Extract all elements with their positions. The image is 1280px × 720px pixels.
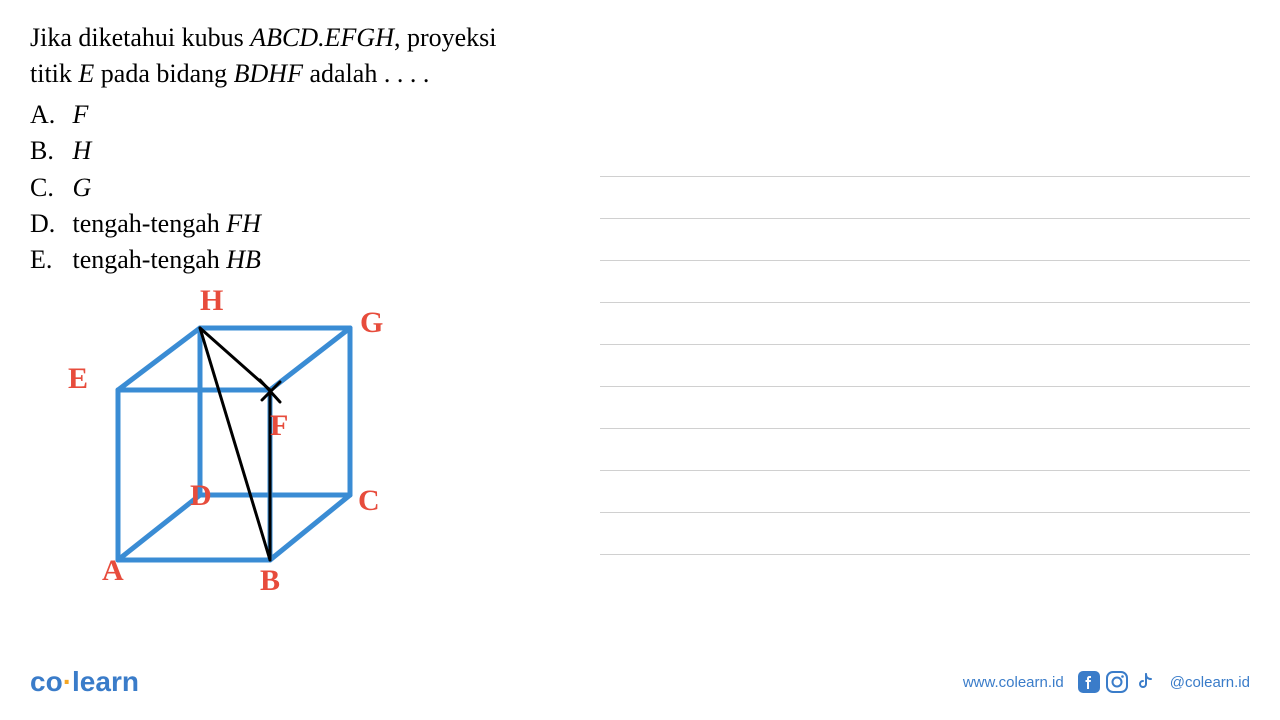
ruled-line [600, 387, 1250, 429]
q-line2-p1: titik [30, 59, 78, 88]
colearn-logo: co·learn [30, 666, 139, 698]
ruled-line [600, 135, 1250, 177]
option-text: H [73, 136, 92, 165]
option-letter: B. [30, 133, 66, 169]
ruled-line [600, 303, 1250, 345]
option-letter: A. [30, 97, 66, 133]
footer-url: www.colearn.id [963, 674, 1064, 691]
ruled-line [600, 345, 1250, 387]
cube-diagram: A B C D E F G H [60, 260, 440, 600]
ruled-line [600, 429, 1250, 471]
footer: co·learn www.colearn.id @colearn.id [0, 666, 1280, 698]
q-line1-i1: ABCD.EFGH [250, 23, 394, 52]
question-text: Jika diketahui kubus ABCD.EFGH, proyeksi… [30, 20, 1250, 93]
tiktok-icon [1134, 671, 1156, 693]
svg-text:D: D [190, 479, 212, 512]
option-prefix: tengah-tengah [73, 209, 227, 238]
svg-text:H: H [200, 284, 223, 317]
option-letter: D. [30, 206, 66, 242]
option-a: A. F [30, 97, 1250, 133]
q-line1-p2: , proyeksi [394, 23, 497, 52]
ruled-line [600, 513, 1250, 555]
footer-right: www.colearn.id @colearn.id [963, 671, 1250, 693]
instagram-icon [1106, 671, 1128, 693]
ruled-line [600, 219, 1250, 261]
option-text: G [73, 173, 92, 202]
svg-text:G: G [360, 306, 383, 339]
option-letter: C. [30, 170, 66, 206]
svg-text:F: F [270, 409, 288, 442]
facebook-icon [1078, 671, 1100, 693]
logo-dot: · [63, 666, 72, 697]
logo-co: co [30, 666, 63, 697]
option-text: FH [226, 209, 261, 238]
svg-text:B: B [260, 564, 280, 597]
logo-learn: learn [72, 666, 139, 697]
q-line2-i2: BDHF [234, 59, 303, 88]
ruled-line [600, 471, 1250, 513]
svg-text:E: E [68, 362, 88, 395]
footer-handle: @colearn.id [1170, 674, 1250, 691]
svg-text:A: A [102, 554, 124, 587]
social-icons [1078, 671, 1156, 693]
q-line2-p3: adalah . . . . [303, 59, 429, 88]
q-line2-p2: pada bidang [94, 59, 233, 88]
q-line2-i1: E [78, 59, 94, 88]
ruled-line [600, 177, 1250, 219]
option-text: F [73, 100, 89, 129]
ruled-line [600, 261, 1250, 303]
q-line1-p1: Jika diketahui kubus [30, 23, 250, 52]
ruled-lines-area [600, 135, 1250, 555]
svg-text:C: C [358, 484, 380, 517]
